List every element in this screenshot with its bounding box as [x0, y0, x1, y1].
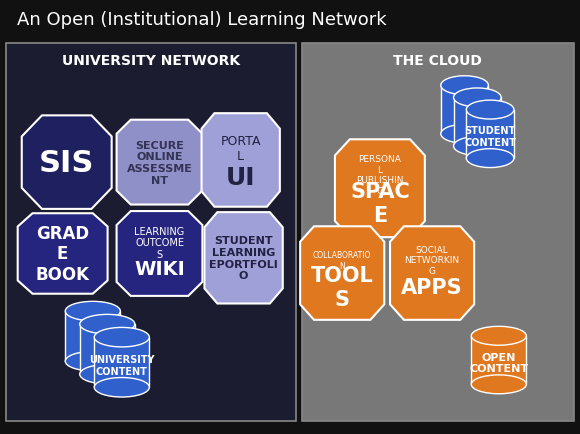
- Text: UNIVERSITY NETWORK: UNIVERSITY NETWORK: [61, 54, 240, 68]
- Text: UI: UI: [226, 165, 255, 189]
- Ellipse shape: [441, 76, 488, 95]
- Ellipse shape: [94, 328, 150, 347]
- Polygon shape: [18, 214, 108, 294]
- Ellipse shape: [80, 315, 135, 334]
- Text: STUDENT
LEARNING
EPORTFOLI
O: STUDENT LEARNING EPORTFOLI O: [209, 236, 278, 280]
- Text: An Open (Institutional) Learning Network: An Open (Institutional) Learning Network: [17, 11, 387, 29]
- Ellipse shape: [466, 149, 514, 168]
- Polygon shape: [335, 140, 425, 238]
- Ellipse shape: [65, 302, 120, 321]
- Ellipse shape: [471, 326, 527, 345]
- Ellipse shape: [65, 352, 120, 371]
- Text: WIKI: WIKI: [134, 260, 185, 279]
- Ellipse shape: [454, 137, 501, 156]
- Bar: [79, 324, 135, 375]
- FancyBboxPatch shape: [6, 43, 296, 421]
- Polygon shape: [300, 227, 384, 320]
- Ellipse shape: [454, 89, 501, 108]
- Text: SECURE
ONLINE
ASSESSME
NT: SECURE ONLINE ASSESSME NT: [126, 141, 193, 185]
- Polygon shape: [390, 227, 474, 320]
- Text: APPS: APPS: [401, 277, 463, 297]
- Text: TOOL
S: TOOL S: [311, 266, 374, 309]
- Bar: [466, 110, 514, 159]
- Polygon shape: [117, 212, 202, 296]
- Ellipse shape: [471, 375, 527, 394]
- Text: LEARNING
OUTCOME
S: LEARNING OUTCOME S: [135, 226, 184, 260]
- Bar: [454, 98, 501, 147]
- Ellipse shape: [94, 378, 150, 397]
- Text: GRAD
E
BOOK: GRAD E BOOK: [35, 224, 90, 284]
- Polygon shape: [204, 213, 283, 304]
- Text: PERSONA
L
PUBLISHIN
G: PERSONA L PUBLISHIN G: [356, 155, 404, 195]
- FancyBboxPatch shape: [302, 43, 574, 421]
- Text: UNIVERSITY
CONTENT: UNIVERSITY CONTENT: [89, 354, 154, 376]
- Text: THE CLOUD: THE CLOUD: [393, 54, 483, 68]
- Ellipse shape: [80, 365, 135, 384]
- Text: OPEN
CONTENT: OPEN CONTENT: [469, 352, 528, 373]
- Polygon shape: [22, 116, 111, 210]
- Text: SOCIAL
NETWORKIN
G: SOCIAL NETWORKIN G: [404, 246, 460, 275]
- Ellipse shape: [466, 101, 514, 120]
- Text: PORTA
L: PORTA L: [220, 135, 261, 162]
- Text: COLLABORATIO
N: COLLABORATIO N: [313, 251, 371, 270]
- Bar: [471, 336, 527, 385]
- Text: STUDENT
CONTENT: STUDENT CONTENT: [464, 126, 516, 148]
- Polygon shape: [117, 120, 202, 205]
- Bar: [65, 311, 120, 362]
- Text: SIS: SIS: [39, 148, 95, 177]
- Text: SPAC
E: SPAC E: [350, 182, 410, 225]
- Ellipse shape: [441, 125, 488, 144]
- Bar: [441, 86, 488, 135]
- Bar: [94, 337, 149, 388]
- Polygon shape: [202, 114, 280, 207]
